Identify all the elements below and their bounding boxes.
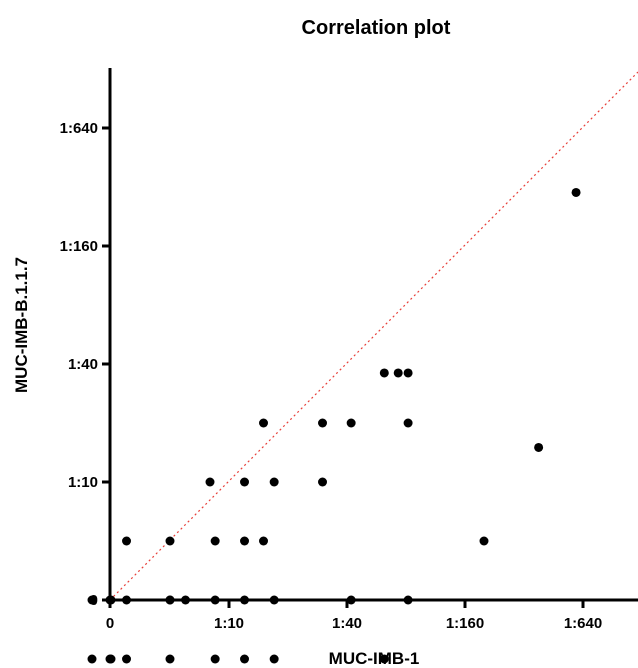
identity-reference-line — [109, 71, 638, 601]
data-point — [534, 442, 544, 452]
data-point — [318, 477, 328, 487]
data-point — [346, 595, 356, 605]
data-point — [318, 418, 328, 428]
x-tick-label: 1:10 — [214, 615, 244, 632]
data-point — [379, 654, 389, 664]
data-point — [240, 536, 250, 546]
data-point — [210, 536, 220, 546]
data-points — [87, 187, 581, 664]
y-tick-label: 1:160 — [60, 238, 98, 255]
data-point — [205, 477, 215, 487]
data-point — [269, 654, 279, 664]
data-point — [346, 418, 356, 428]
data-point — [181, 595, 191, 605]
data-point — [165, 654, 175, 664]
data-point — [106, 595, 116, 605]
x-axis-ticks: 0 1:10 1:40 1:160 1:640 — [106, 600, 602, 632]
y-tick-label: 1:40 — [68, 356, 98, 373]
data-point — [122, 654, 132, 664]
data-point — [393, 368, 403, 378]
data-point — [122, 595, 132, 605]
data-point — [379, 368, 389, 378]
y-axis-label: MUC-IMB-B.1.1.7 — [12, 257, 31, 393]
data-point — [87, 654, 97, 664]
data-point — [87, 595, 97, 605]
data-point — [210, 654, 220, 664]
data-point — [259, 418, 269, 428]
y-tick-label: 1:10 — [68, 474, 98, 491]
data-point — [240, 477, 250, 487]
data-point — [210, 595, 220, 605]
data-point — [571, 187, 581, 197]
x-tick-label: 0 — [106, 615, 114, 632]
data-point — [122, 536, 132, 546]
data-point — [403, 368, 413, 378]
data-point — [240, 595, 250, 605]
identity-reference-line-layer — [109, 71, 638, 601]
x-tick-label: 1:40 — [332, 615, 362, 632]
data-point — [403, 418, 413, 428]
data-point — [269, 595, 279, 605]
data-point — [403, 595, 413, 605]
data-point — [106, 654, 116, 664]
data-point — [269, 477, 279, 487]
chart-title: Correlation plot — [302, 17, 451, 39]
data-point — [259, 536, 269, 546]
data-point — [479, 536, 489, 546]
x-tick-label: 1:640 — [564, 615, 602, 632]
y-tick-label: 1:640 — [60, 120, 98, 137]
data-point — [165, 536, 175, 546]
x-tick-label: 1:160 — [446, 615, 484, 632]
x-axis-label: MUC-IMB-1 — [329, 649, 420, 668]
data-point — [240, 654, 250, 664]
data-point — [165, 595, 175, 605]
